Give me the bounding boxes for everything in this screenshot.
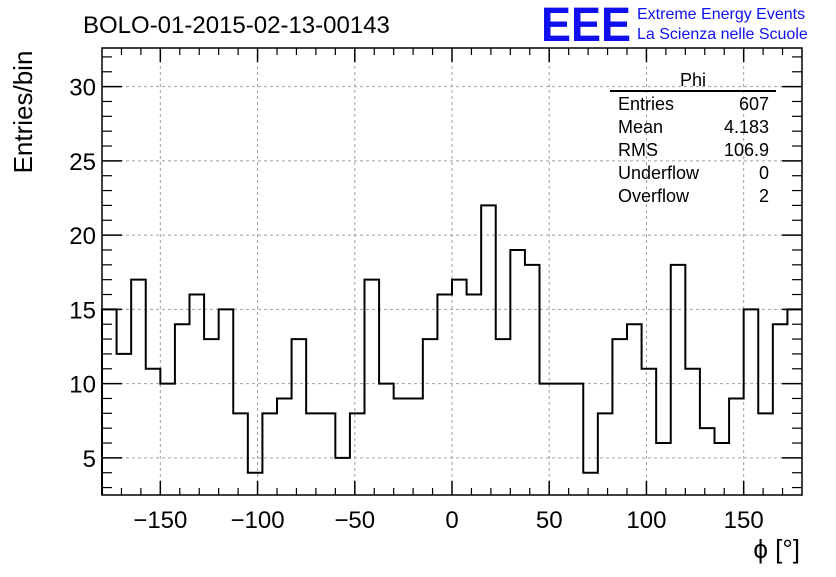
y-tick-label: 30 (69, 75, 96, 102)
logo-line1: Extreme Energy Events (637, 6, 805, 23)
stats-value-rms: 106.9 (724, 140, 769, 160)
x-tick-label: 0 (445, 507, 458, 534)
chart-title: BOLO-01-2015-02-13-00143 (83, 12, 390, 39)
stats-title: Phi (680, 70, 706, 90)
y-tick-label: 5 (83, 446, 96, 473)
x-axis-label: ϕ [°] (753, 534, 800, 564)
y-tick-label: 15 (69, 297, 96, 324)
stats-value-overflow: 2 (759, 186, 769, 206)
stats-label-rms: RMS (618, 140, 658, 160)
x-tick-label: 50 (536, 507, 563, 534)
x-tick-label: −50 (334, 507, 375, 534)
y-tick-label: 10 (69, 372, 96, 399)
stats-label-mean: Mean (618, 117, 663, 137)
stats-label-underflow: Underflow (618, 163, 700, 183)
stats-value-mean: 4.183 (724, 117, 769, 137)
logo-mark: EEE (541, 0, 631, 52)
stats-value-underflow: 0 (759, 163, 769, 183)
y-tick-label: 20 (69, 223, 96, 250)
x-tick-label: −100 (231, 507, 285, 534)
stats-box: Phi Entries 607 Mean 4.183 RMS 106.9 Und… (610, 70, 776, 206)
y-axis-label: Entries/bin (8, 51, 38, 174)
x-tick-label: 100 (626, 507, 666, 534)
x-tick-label: 150 (724, 507, 764, 534)
stats-label-entries: Entries (618, 94, 674, 114)
x-tick-label: −150 (133, 507, 187, 534)
stats-label-overflow: Overflow (618, 186, 690, 206)
x-axis: −150 −100 −50 0 50 100 150 (120, 48, 784, 534)
y-tick-label: 25 (69, 149, 96, 176)
grid-lines (102, 48, 802, 495)
stats-value-entries: 607 (739, 94, 769, 114)
logo-line2: La Scienza nelle Scuole (637, 26, 808, 43)
histogram-outline (101, 204, 802, 495)
